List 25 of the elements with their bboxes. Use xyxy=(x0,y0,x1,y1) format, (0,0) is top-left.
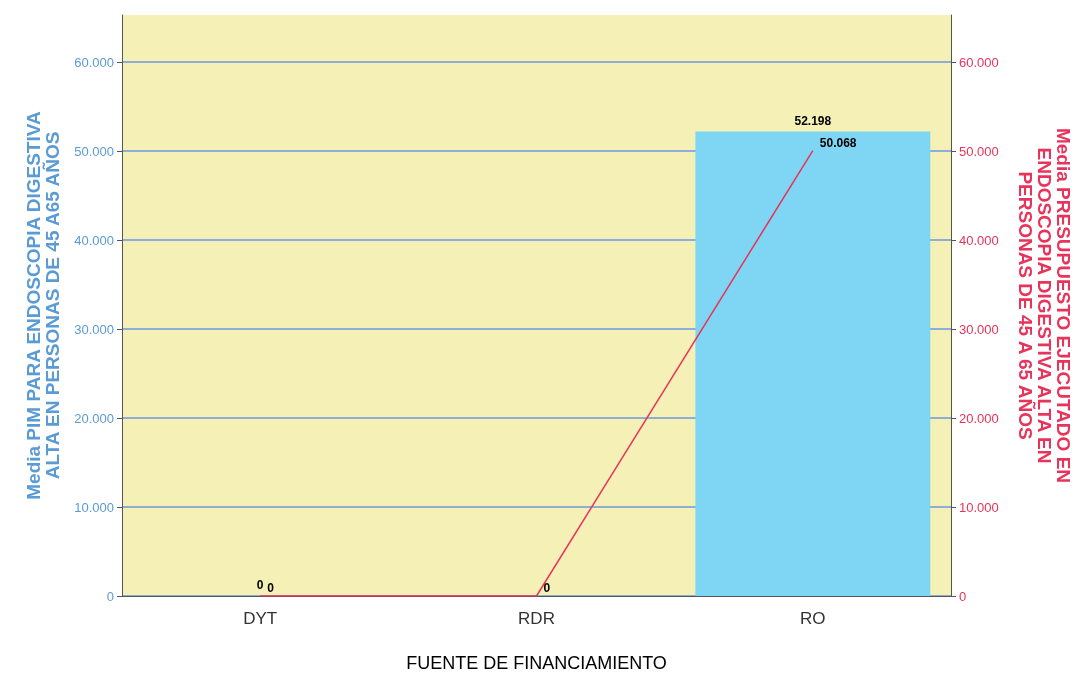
y-axis-title: Media PIM PARA ENDOSCOPIA DIGESTIVA ALTA EN PERSONAS DE 45 A65 AÑOS xyxy=(23,110,63,500)
x-axis-title: FUENTE DE FINANCIAMIENTO xyxy=(406,653,667,673)
y-tick-label: 60.000 xyxy=(74,54,114,70)
y2-axis-title: Media PRESUPUESTO EJECUTADO EN ENDOSCOPIA DIGESTIVA ALTA EN PERSONAS DE 45 A 65 AÑOS xyxy=(1015,127,1074,484)
data-label: 0 xyxy=(543,581,551,595)
data-label: 52.198 xyxy=(794,113,832,128)
y2-tick-label: 0 xyxy=(959,588,967,604)
y-tick-label: 40.000 xyxy=(74,232,114,248)
y-tick-label: 50.000 xyxy=(74,143,114,159)
x-tick-label: RO xyxy=(800,609,826,628)
y-tick-label: 30.000 xyxy=(74,321,114,337)
data-label: 0 xyxy=(256,578,264,592)
data-label: 50.068 xyxy=(819,135,857,150)
y2-tick-label: 30.000 xyxy=(959,321,999,337)
y-tick-label: 0 xyxy=(106,588,114,604)
y2-tick-label: 10.000 xyxy=(959,499,999,515)
x-tick-label: DYT xyxy=(243,609,278,628)
y2-tick-label: 40.000 xyxy=(959,232,999,248)
data-label: 0 xyxy=(267,581,275,595)
y-tick-label: 20.000 xyxy=(74,410,114,426)
y2-tick-label: 50.000 xyxy=(959,143,999,159)
y-tick-label: 10.000 xyxy=(74,499,114,515)
y2-tick-label: 20.000 xyxy=(959,410,999,426)
y2-tick-label: 60.000 xyxy=(959,54,999,70)
x-tick-label: RDR xyxy=(518,609,555,628)
